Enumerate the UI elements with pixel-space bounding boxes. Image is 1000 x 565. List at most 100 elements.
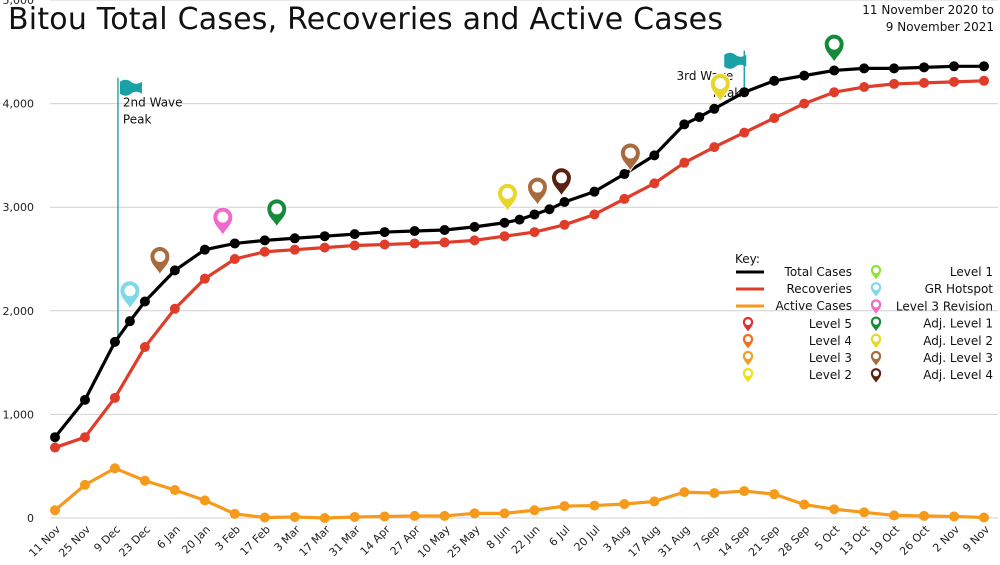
map-pin-icon: [526, 176, 548, 207]
data-point: [349, 511, 360, 522]
pin-hole: [872, 284, 880, 291]
legend-pin-icon: [742, 316, 754, 333]
data-point: [919, 510, 930, 521]
data-point: [709, 103, 720, 114]
pin-hole: [872, 335, 880, 342]
data-point: [529, 209, 540, 220]
x-tick-label: 25 Nov: [56, 523, 93, 560]
data-point: [619, 169, 630, 180]
data-point: [469, 235, 480, 246]
grid: [50, 0, 998, 519]
x-tick-label: 25 May: [445, 523, 483, 561]
data-point: [559, 197, 570, 208]
data-point: [199, 495, 210, 506]
data-point: [769, 489, 780, 500]
pin-hole: [872, 267, 880, 274]
data-point: [169, 485, 180, 496]
map-pin-icon: [266, 198, 288, 229]
data-point: [409, 510, 420, 521]
data-point: [859, 507, 870, 518]
pin-hole: [744, 370, 752, 377]
legend-pin-label: Level 2: [809, 368, 852, 382]
data-point: [739, 486, 750, 497]
pin-hole: [555, 172, 567, 184]
pin-hole: [531, 181, 543, 193]
data-point: [439, 224, 450, 235]
data-point: [169, 265, 180, 276]
data-point: [229, 508, 240, 519]
data-point: [679, 119, 690, 130]
legend-pin-label: Level 4: [809, 334, 852, 348]
data-point: [889, 78, 900, 89]
legend-pin-icon: [870, 316, 882, 333]
x-tick-label: 21 Sep: [746, 523, 782, 559]
x-tick-label: 9 Nov: [960, 523, 992, 555]
data-point: [679, 157, 690, 168]
subtitle-line-1: 11 November 2020 to: [862, 3, 994, 17]
data-point: [289, 244, 300, 255]
data-point: [559, 219, 570, 230]
data-point: [949, 76, 960, 87]
data-point: [739, 87, 750, 98]
data-point: [259, 235, 270, 246]
pin-hole: [154, 251, 166, 263]
y-tick-label: 0: [27, 512, 34, 525]
pin-hole: [124, 285, 136, 297]
data-point: [859, 82, 870, 93]
data-point: [124, 316, 135, 327]
x-tick-label: 17 Feb: [238, 523, 273, 558]
data-point: [694, 112, 705, 123]
x-tick-label: 14 Sep: [716, 523, 752, 559]
annotation-label: 2nd Wave: [123, 96, 183, 110]
data-point: [139, 342, 150, 353]
data-point: [979, 75, 989, 86]
x-tick-label: 20 Jan: [179, 523, 213, 557]
data-point: [349, 240, 360, 251]
chart-title: Bitou Total Cases, Recoveries and Active…: [8, 2, 724, 37]
map-pin-icon: [119, 280, 141, 310]
data-point: [379, 511, 390, 522]
data-point: [199, 244, 210, 255]
pin-hole: [744, 336, 752, 343]
legend-pin-icon: [742, 350, 754, 367]
map-pin-icon: [709, 73, 731, 103]
data-point: [379, 239, 390, 250]
data-point: [79, 394, 90, 405]
x-tick-label: 28 Sep: [776, 523, 812, 559]
data-point: [259, 512, 270, 523]
pin-hole: [217, 211, 229, 223]
map-pin-icon: [212, 206, 234, 237]
x-tick-label: 20 Jul: [572, 523, 603, 554]
data-point: [289, 511, 300, 522]
x-tick-label: 17 Aug: [626, 523, 663, 560]
data-point: [109, 392, 120, 403]
x-tick-label: 13 Oct: [837, 522, 872, 557]
data-point: [169, 303, 180, 314]
data-point: [829, 504, 840, 515]
x-tick-label: 31 Aug: [656, 523, 693, 560]
legend-pin-label: Level 1: [950, 265, 993, 279]
data-point: [409, 226, 420, 237]
data-point: [979, 61, 989, 72]
data-point: [514, 214, 525, 225]
pin-hole: [872, 318, 880, 325]
legend-pin-label: Adj. Level 1: [923, 317, 993, 331]
x-tick-label: 23 Dec: [116, 523, 153, 560]
data-point: [679, 487, 690, 498]
data-point: [379, 227, 390, 238]
data-point: [529, 505, 540, 516]
data-point: [859, 63, 870, 74]
data-point: [50, 432, 60, 443]
data-point: [544, 204, 555, 215]
x-tick-label: 26 Oct: [897, 522, 932, 557]
y-tick-label: 3,000: [3, 201, 35, 214]
data-point: [619, 193, 630, 204]
series: [50, 61, 989, 523]
y-tick-label: 1,000: [3, 408, 35, 421]
data-point: [50, 505, 60, 516]
legend-pin-icon: [870, 367, 882, 384]
data-point: [109, 463, 120, 474]
